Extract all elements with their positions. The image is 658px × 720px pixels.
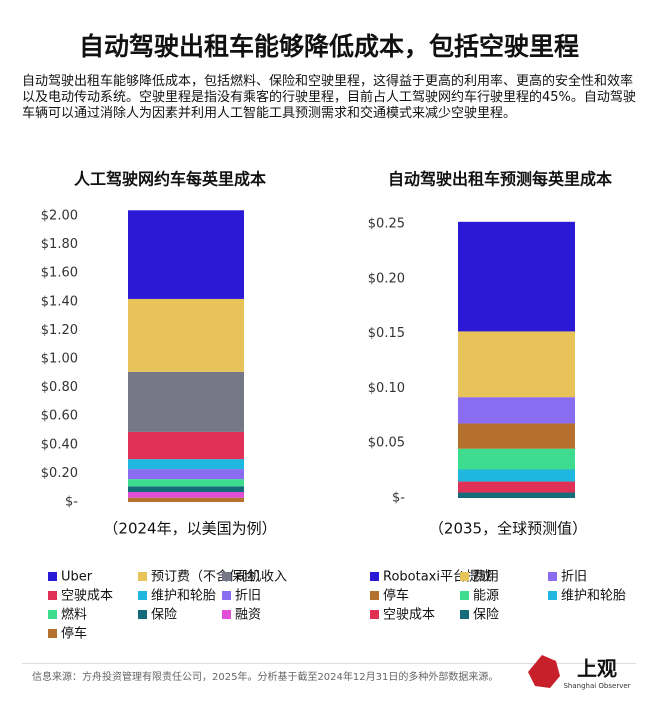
legend-label: 预订费（不含保险） (151, 569, 268, 585)
legend-label: 停车 (383, 588, 409, 604)
logo-sub: Shanghai Observer (563, 682, 630, 690)
bar-segment (128, 497, 244, 502)
bar-segment (458, 331, 575, 398)
y-tick-label: $1.00 (41, 352, 78, 367)
y-tick-label: $1.60 (41, 266, 78, 281)
legend-label: 保险 (151, 608, 177, 623)
chart-title: 自动驾驶出租车预测每英里成本 (388, 170, 612, 189)
legend-swatch (370, 591, 379, 600)
y-tick-label: $0.60 (41, 409, 78, 424)
legend-swatch (48, 629, 57, 638)
bar-segment (458, 469, 575, 482)
bar-segment (458, 448, 575, 470)
bar-segment (128, 210, 244, 299)
bar-segment (128, 486, 244, 492)
legend-swatch (138, 591, 147, 600)
legend-swatch (222, 610, 231, 619)
legend-swatch (48, 591, 57, 600)
legend-label: 融资 (235, 608, 261, 623)
legend-swatch (460, 610, 469, 619)
legend-swatch (548, 572, 557, 581)
divider (22, 663, 636, 664)
legend-swatch (138, 572, 147, 581)
y-tick-label: $1.40 (41, 294, 78, 309)
bar-segment (128, 469, 244, 480)
y-tick-label: $0.20 (368, 271, 405, 286)
bar-segment (128, 491, 244, 498)
y-tick-label: $- (392, 491, 405, 506)
legend-label: 司机收入 (235, 570, 287, 585)
legend-swatch (48, 572, 57, 581)
legend-label: 能源 (473, 589, 499, 604)
y-tick-label: $1.80 (41, 237, 78, 252)
logo-icon (528, 655, 560, 688)
y-tick-label: $0.05 (368, 436, 405, 451)
legend-label: 维护和轮胎 (151, 589, 216, 604)
bar-segment (458, 492, 575, 498)
y-tick-label: $0.10 (368, 381, 405, 396)
legend-label: 空驶成本 (61, 589, 113, 604)
legend-label: Uber (61, 570, 93, 585)
caption: （2035，全球预测值） (429, 520, 587, 538)
bar-segment (458, 221, 575, 332)
y-tick-label: $2.00 (41, 209, 78, 224)
y-tick-label: $0.80 (41, 380, 78, 395)
bar-segment (458, 481, 575, 493)
legend-label: 燃料 (61, 607, 87, 623)
legend-label: 停车 (61, 626, 87, 642)
legend-swatch (48, 610, 57, 619)
legend-label: 折旧 (561, 570, 587, 585)
legend-swatch (222, 591, 231, 600)
source: 信息来源：方舟投资管理有限责任公司，2025年。分析基于截至2024年12月31… (32, 670, 498, 683)
legend-swatch (370, 572, 379, 581)
chart-title: 人工驾驶网约车每英里成本 (74, 170, 266, 189)
legend-swatch (222, 572, 231, 581)
bar-segment (128, 459, 244, 470)
y-tick-label: $- (65, 495, 78, 510)
legend-label: 费用 (473, 570, 499, 585)
legend-label: 折旧 (235, 589, 261, 604)
legend-label: 空驶成本 (383, 608, 435, 623)
bar-segment (458, 423, 575, 449)
caption: （2024年，以美国为例） (103, 520, 276, 538)
description: 自动驾驶出租车能够降低成本，包括燃料、保险和空驶里程，这得益于更高的利用率、更高… (22, 74, 636, 121)
y-tick-label: $0.15 (368, 326, 405, 341)
legend-swatch (460, 572, 469, 581)
bar-segment (458, 397, 575, 424)
legend-swatch (138, 610, 147, 619)
bar-segment (128, 479, 244, 487)
legend-swatch (548, 591, 557, 600)
y-tick-label: $1.20 (41, 323, 78, 338)
bar-segment (128, 431, 244, 460)
title: 自动驾驶出租车能够降低成本，包括空驶里程 (79, 32, 579, 61)
legend-label: 保险 (473, 608, 499, 623)
y-tick-label: $0.20 (41, 466, 78, 481)
y-tick-label: $0.40 (41, 437, 78, 452)
legend-swatch (460, 591, 469, 600)
logo: 上观 (577, 657, 617, 681)
legend-swatch (370, 610, 379, 619)
y-tick-label: $0.25 (368, 217, 405, 232)
bar-segment (128, 371, 244, 432)
legend-label: 维护和轮胎 (561, 589, 626, 604)
bar-segment (128, 298, 244, 372)
